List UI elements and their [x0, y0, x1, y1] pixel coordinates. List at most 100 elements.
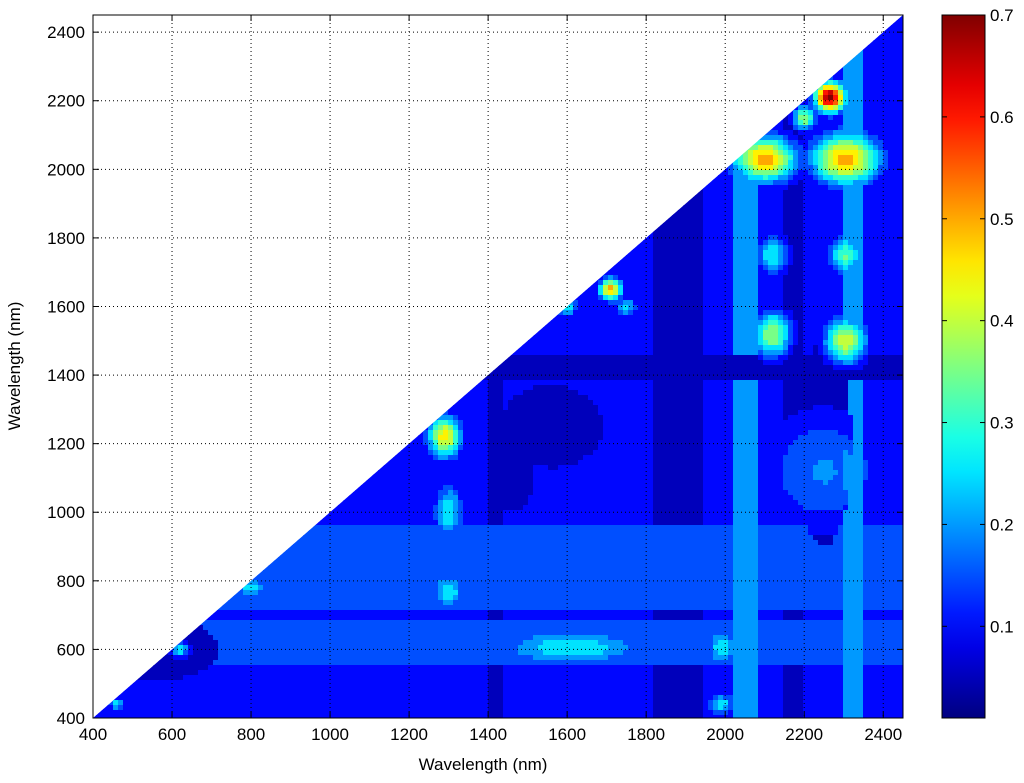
- heat-cell: [513, 485, 519, 491]
- heat-cell: [158, 670, 164, 676]
- heat-cell: [503, 665, 509, 671]
- heat-cell: [323, 650, 329, 656]
- heat-cell: [523, 700, 529, 706]
- heat-cell: [593, 580, 599, 586]
- heat-cell: [493, 650, 499, 656]
- heat-cell: [468, 715, 474, 718]
- heat-cell: [568, 445, 574, 451]
- heat-cell: [553, 405, 559, 411]
- heat-cell: [598, 670, 604, 676]
- heat-cell: [323, 715, 329, 718]
- heat-cell: [373, 555, 379, 561]
- heat-cell: [598, 565, 604, 571]
- heat-cell: [408, 530, 414, 536]
- heat-cell: [613, 435, 619, 441]
- heat-cell: [393, 630, 399, 636]
- heat-cell: [503, 380, 509, 386]
- heat-cell: [603, 470, 609, 476]
- heat-cell: [443, 470, 449, 476]
- heat-cell: [308, 650, 314, 656]
- heat-cell: [608, 370, 614, 376]
- heat-cell: [403, 525, 409, 531]
- heat-cell: [418, 525, 424, 531]
- heat-cell: [503, 365, 509, 371]
- heat-cell: [468, 435, 474, 441]
- heat-cell: [373, 645, 379, 651]
- heat-cell: [548, 505, 554, 511]
- heat-cell: [288, 610, 294, 616]
- heat-cell: [553, 570, 559, 576]
- heat-cell: [428, 475, 434, 481]
- heat-cell: [198, 700, 204, 706]
- heat-cell: [523, 365, 529, 371]
- heat-cell: [583, 500, 589, 506]
- heat-cell: [553, 660, 559, 666]
- heat-cell: [438, 685, 444, 691]
- heat-cell: [428, 455, 434, 461]
- heat-cell: [478, 625, 484, 631]
- heat-cell: [323, 620, 329, 626]
- heat-cell: [358, 655, 364, 661]
- heat-cell: [533, 630, 539, 636]
- heat-cell: [458, 470, 464, 476]
- heat-cell: [568, 460, 574, 466]
- heat-cell: [438, 645, 444, 651]
- heat-cell: [463, 515, 469, 521]
- heat-cell: [233, 640, 239, 646]
- heat-cell: [598, 485, 604, 491]
- heat-cell: [578, 700, 584, 706]
- heat-cell: [288, 665, 294, 671]
- heat-cell: [543, 610, 549, 616]
- heat-cell: [278, 555, 284, 561]
- heat-cell: [238, 705, 244, 711]
- heat-cell: [498, 485, 504, 491]
- heat-cell: [423, 665, 429, 671]
- heat-cell: [593, 420, 599, 426]
- heat-cell: [403, 700, 409, 706]
- heat-cell: [413, 680, 419, 686]
- heat-cell: [568, 440, 574, 446]
- heat-cell: [328, 705, 334, 711]
- heat-cell: [588, 295, 594, 301]
- heat-cell: [273, 665, 279, 671]
- heat-cell: [408, 660, 414, 666]
- heat-cell: [423, 645, 429, 651]
- heat-cell: [438, 715, 444, 718]
- heat-cell: [428, 495, 434, 501]
- heat-cell: [323, 550, 329, 556]
- heat-cell: [403, 680, 409, 686]
- heat-cell: [508, 555, 514, 561]
- heat-cell: [343, 510, 349, 516]
- heat-cell: [538, 555, 544, 561]
- heat-cell: [328, 715, 334, 718]
- heat-cell: [473, 420, 479, 426]
- heat-cell: [378, 485, 384, 491]
- heat-cell: [458, 515, 464, 521]
- heat-cell: [353, 650, 359, 656]
- heat-cell: [263, 680, 269, 686]
- heat-cell: [483, 600, 489, 606]
- heat-cell: [598, 685, 604, 691]
- heat-cell: [523, 685, 529, 691]
- heat-cell: [383, 475, 389, 481]
- heat-cell: [568, 580, 574, 586]
- heat-cell: [438, 470, 444, 476]
- heat-cell: [443, 550, 449, 556]
- heat-cell: [318, 615, 324, 621]
- heat-cell: [578, 475, 584, 481]
- heat-cell: [423, 625, 429, 631]
- heat-cell: [293, 715, 299, 718]
- heat-cell: [463, 630, 469, 636]
- heat-cell: [548, 555, 554, 561]
- heat-cell: [573, 430, 579, 436]
- heat-cell: [538, 605, 544, 611]
- heat-cell: [493, 640, 499, 646]
- heat-cell: [473, 675, 479, 681]
- heat-cell: [178, 670, 184, 676]
- heat-cell: [493, 600, 499, 606]
- heat-cell: [483, 555, 489, 561]
- heat-cell: [553, 610, 559, 616]
- heat-cell: [593, 305, 599, 311]
- heat-cell: [443, 605, 449, 611]
- heat-cell: [593, 545, 599, 551]
